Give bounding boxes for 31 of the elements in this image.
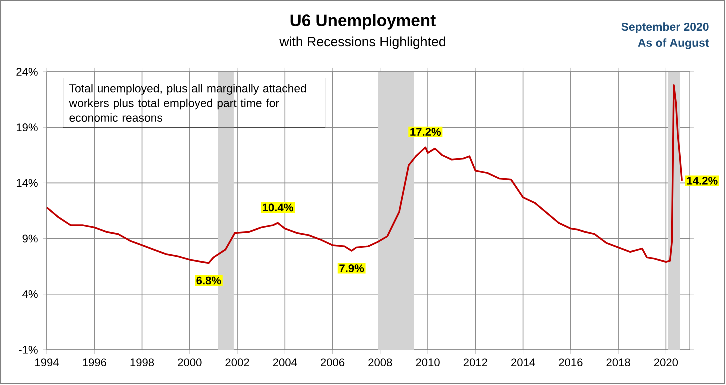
annotation: Total unemployed, plus all marginally attached workers plus total employed part time for economic reasons	[69, 84, 306, 122]
y-tick-label: 19%	[16, 124, 38, 132]
annotation: 10.4%	[263, 204, 294, 212]
x-tick-label: 1998	[130, 358, 154, 367]
annotation: 6.8%	[196, 276, 222, 285]
x-tick-label: 2014	[512, 358, 536, 367]
x-tick-label: 1996	[83, 358, 106, 367]
annotation: 17.2%	[410, 128, 442, 136]
text: As of August	[638, 38, 710, 50]
x-tick-label: 2016	[559, 358, 583, 367]
y-tick-label: 9%	[22, 234, 38, 243]
y-tick-label: 24%	[16, 68, 38, 76]
x-tick-label: 2010	[416, 358, 440, 367]
line-series	[46, 84, 683, 264]
y-tick-label: 4%	[22, 290, 38, 298]
x-tick-label: 2020	[654, 358, 678, 367]
x-tick-label: 2000	[178, 358, 202, 367]
annotation: 7.9%	[340, 264, 364, 272]
text: September 2020	[622, 22, 709, 34]
x-tick-label: 2002	[226, 358, 250, 367]
x-tick-label: 2004	[273, 358, 298, 367]
x-tick-label: 2012	[464, 358, 488, 367]
y-tick-label: 14%	[16, 179, 38, 188]
annotation: 14.2%	[687, 177, 718, 185]
x-tick-label: 2006	[321, 358, 345, 367]
chart-subtitle: with Recessions Highlighted	[280, 36, 446, 50]
x-tick-label: 1994	[36, 358, 59, 367]
x-tick-label: 2018	[606, 358, 630, 367]
y-tick-label: -1%	[19, 346, 38, 354]
chart-title: U6 Unemployment	[290, 14, 436, 30]
x-tick-label: 2008	[368, 358, 392, 367]
